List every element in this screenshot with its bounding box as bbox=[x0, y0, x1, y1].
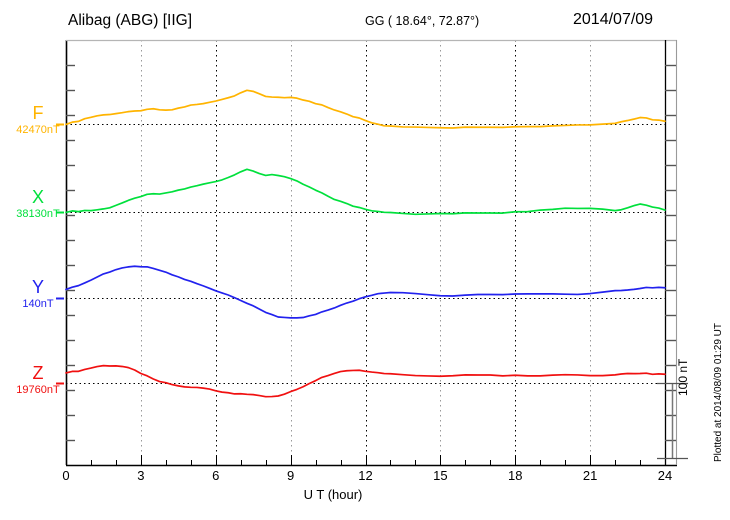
x-tick-label: 12 bbox=[358, 468, 373, 483]
component-label-x: X 38130nT bbox=[8, 188, 68, 220]
page-title: Alibag (ABG) [IIG] bbox=[68, 12, 193, 29]
x-tick-label: 9 bbox=[287, 468, 295, 483]
component-baseline-f: 42470nT bbox=[16, 124, 60, 136]
data-traces bbox=[65, 89, 666, 398]
component-letter-y: Y bbox=[31, 277, 44, 297]
component-letter-z: Z bbox=[32, 363, 44, 383]
x-tick-label: 6 bbox=[212, 468, 220, 483]
plot-frame bbox=[65, 39, 678, 467]
x-tick-label: 0 bbox=[62, 468, 70, 483]
component-baseline-y: 140nT bbox=[22, 298, 54, 310]
x-axis-title-text: U T (hour) bbox=[303, 487, 363, 502]
component-baseline-x: 38130nT bbox=[16, 208, 60, 220]
component-label-z: Z 19760nT bbox=[8, 364, 68, 396]
scale-bar bbox=[657, 382, 688, 460]
geographic-coordinates-label: GG ( 18.64°, 72.87°) bbox=[365, 14, 480, 28]
x-axis-title: U T (hour) bbox=[0, 487, 730, 502]
component-letter-x: X bbox=[31, 187, 44, 207]
x-tick-label: 18 bbox=[508, 468, 523, 483]
grid-lines bbox=[141, 40, 591, 465]
plotted-at-timestamp: Plotted at 2014/08/09 01:29 UT bbox=[713, 323, 724, 462]
scale-bar-label: 100 nT bbox=[676, 358, 690, 396]
component-letter-f: F bbox=[32, 103, 44, 123]
baseline-lines bbox=[56, 123, 665, 385]
x-tick-label: 24 bbox=[657, 468, 673, 483]
component-label-y: Y 140nT bbox=[8, 278, 68, 310]
component-baseline-z: 19760nT bbox=[16, 384, 60, 396]
x-tick-label: 21 bbox=[582, 468, 598, 483]
date-label: 2014/07/09 bbox=[573, 11, 654, 28]
x-tick-label: 3 bbox=[137, 468, 145, 483]
component-label-f: F 42470nT bbox=[8, 104, 68, 136]
x-tick-label: 15 bbox=[433, 468, 448, 483]
